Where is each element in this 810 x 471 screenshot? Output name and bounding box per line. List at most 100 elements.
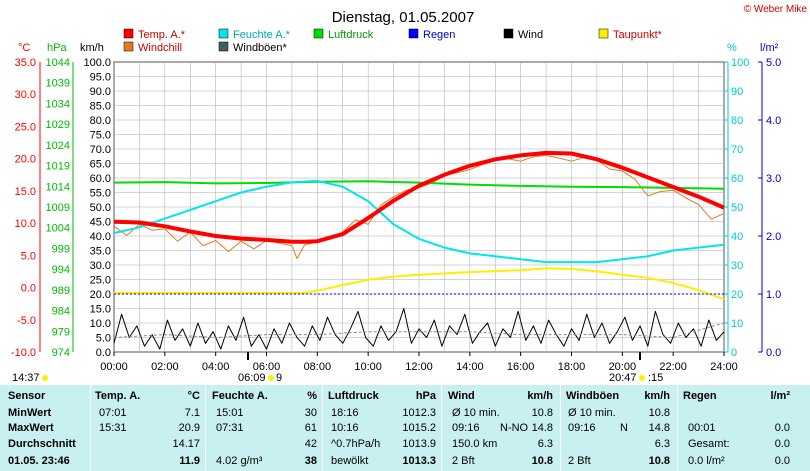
table-header-unit: hPa (415, 390, 436, 402)
tick-kmh: 60.0 (90, 173, 111, 185)
tick-x: 02:00 (151, 361, 179, 373)
tick-rain: 1.0 (766, 289, 781, 301)
legend-swatch (313, 28, 324, 39)
table-cell: 61 (304, 422, 317, 434)
current-dot (42, 375, 48, 381)
table-cell: ^0.7hPa/h (331, 438, 381, 450)
table-divider (205, 385, 206, 471)
unit-rain: l/m² (760, 42, 779, 54)
legend-swatch (123, 41, 134, 52)
tick-kmh: 5.0 (96, 333, 111, 345)
table-cell: 4.02 g/m³ (216, 455, 263, 467)
tick-hpa: 1009 (46, 202, 70, 214)
tick-x: 08:00 (304, 361, 332, 373)
table-cell: bewölkt (331, 455, 369, 467)
table-cell: 42 (304, 438, 317, 450)
tick-hpa: 984 (52, 306, 70, 318)
tick-percent: 90 (731, 86, 743, 98)
tick-celsius: 20.0 (15, 154, 36, 166)
tick-kmh: 80.0 (90, 115, 111, 127)
table-header-unit: km/h (644, 390, 670, 402)
tick-celsius: 10.0 (15, 218, 36, 230)
sunset-symbol: :15 (648, 372, 663, 384)
unit-kmh: km/h (80, 42, 104, 54)
series-temp-a (113, 150, 725, 244)
tick-hpa: 1019 (46, 161, 70, 173)
table-cell: 2 Bft (568, 455, 591, 467)
tick-percent: 40 (731, 231, 743, 243)
table-cell: 15:31 (99, 422, 127, 434)
table-row-label: 01.05. 23:46 (8, 455, 70, 467)
table-header: Wind (448, 390, 475, 402)
table-cell: 0.0 (774, 422, 790, 434)
table-cell: 30 (304, 407, 317, 419)
tick-percent: 20 (731, 289, 743, 301)
tick-celsius: -5.0 (17, 315, 36, 327)
table-header: Sensor (8, 390, 46, 402)
sunset-dot (639, 375, 645, 381)
tick-x: 24:00 (710, 361, 738, 373)
tick-hpa: 1034 (46, 98, 70, 110)
tick-percent: 50 (731, 202, 743, 214)
table-cell: 0.0 (774, 438, 790, 450)
tick-kmh: 30.0 (90, 260, 111, 272)
sunrise-dot (268, 375, 274, 381)
table-divider (560, 385, 561, 471)
series-taupunkt (114, 267, 725, 301)
tick-rain: 4.0 (766, 115, 781, 127)
legend-label: Luftdruck (328, 29, 374, 41)
tick-kmh: 0.0 (96, 347, 111, 359)
table-cell: 10.8 (648, 455, 670, 467)
tick-kmh: 45.0 (90, 217, 111, 229)
table-header: Temp. A. (95, 390, 141, 402)
table-cell: 09:16 (568, 422, 596, 434)
sunrise-symbol: 9 (276, 372, 282, 384)
table-cell: 10.8 (648, 407, 670, 419)
tick-kmh: 65.0 (90, 159, 111, 171)
tick-percent: 10 (731, 318, 743, 330)
legend-label: Temp. A.* (138, 29, 186, 41)
tick-hpa: 999 (52, 243, 70, 255)
table-cell: 38 (304, 455, 317, 467)
tick-kmh: 40.0 (90, 231, 111, 243)
table-cell: 10.8 (531, 455, 553, 467)
table-cell: 7.1 (184, 407, 200, 419)
time-markers: 06:09 9 20:47:15 14:37 (12, 352, 663, 384)
table-divider (322, 385, 323, 471)
table-header-unit: l/m² (770, 390, 790, 402)
chart-title: Dienstag, 01.05.2007 (332, 9, 475, 26)
tick-hpa: 994 (52, 264, 70, 276)
table-header: Feuchte A. (212, 390, 268, 402)
unit-percent: % (727, 42, 737, 54)
unit-hpa: hPa (47, 42, 67, 54)
tick-hpa: 974 (52, 347, 70, 359)
tick-rain: 2.0 (766, 231, 781, 243)
table-cell: 6.3 (654, 438, 670, 450)
legend-swatch (503, 28, 514, 39)
table-cell: 10.8 (531, 407, 553, 419)
series-feuchte-a (113, 179, 725, 264)
table-header-unit: km/h (527, 390, 553, 402)
tick-hpa: 1029 (46, 119, 70, 131)
tick-celsius: 0.0 (21, 283, 36, 295)
tick-kmh: 25.0 (90, 275, 111, 287)
table-header-unit: °C (187, 390, 200, 402)
tick-rain: 0.0 (766, 347, 781, 359)
legend-swatch (218, 28, 229, 39)
table-divider (90, 385, 91, 471)
table-cell: 07:31 (216, 422, 244, 434)
tick-kmh: 35.0 (90, 246, 111, 258)
series-windb-en (113, 322, 725, 338)
table-cell: 15:01 (216, 407, 244, 419)
legend: Temp. A.* Feuchte A.* Luftdruck Regen Wind Ta… (123, 28, 663, 54)
legend-swatch (408, 28, 419, 39)
table-cell: 0.0 (774, 455, 790, 467)
table-cell: 150.0 km (452, 438, 498, 450)
table-cell: 1012.3 (402, 407, 436, 419)
tick-percent: 0 (731, 347, 737, 359)
tick-celsius: 15.0 (15, 186, 36, 198)
tick-rain: 3.0 (766, 173, 781, 185)
table-row-label: MinWert (8, 407, 52, 419)
table-cell: 14.17 (172, 438, 200, 450)
tick-kmh: 50.0 (90, 202, 111, 214)
